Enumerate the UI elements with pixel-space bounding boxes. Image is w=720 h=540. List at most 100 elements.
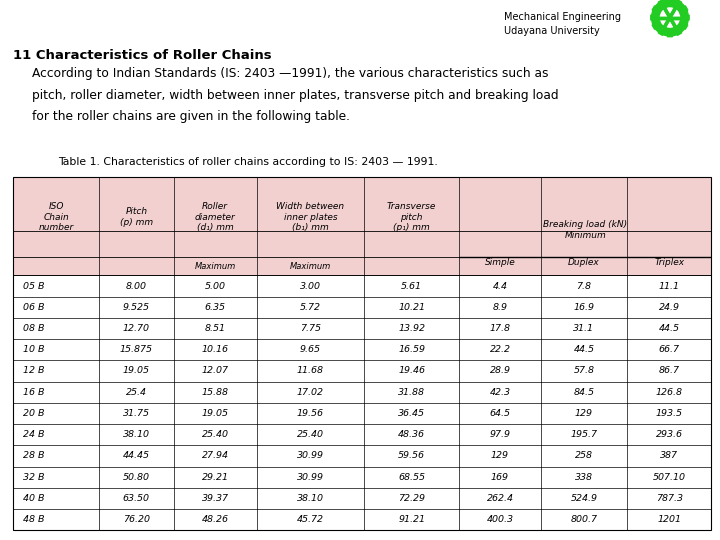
- Text: 800.7: 800.7: [570, 515, 598, 524]
- Text: 19.05: 19.05: [123, 367, 150, 375]
- Text: 338: 338: [575, 472, 593, 482]
- Text: 9.65: 9.65: [300, 345, 321, 354]
- Polygon shape: [658, 28, 665, 36]
- Text: 195.7: 195.7: [570, 430, 598, 439]
- Text: 8.51: 8.51: [204, 324, 226, 333]
- Text: Transverse
pitch
(p₁) mm: Transverse pitch (p₁) mm: [387, 202, 436, 232]
- Text: 16.9: 16.9: [573, 303, 595, 312]
- Circle shape: [660, 8, 680, 27]
- Text: 48 B: 48 B: [23, 515, 45, 524]
- Text: 97.9: 97.9: [490, 430, 510, 439]
- Text: 91.21: 91.21: [398, 515, 425, 524]
- Polygon shape: [680, 6, 688, 13]
- Text: 38.10: 38.10: [297, 494, 324, 503]
- Text: 38.10: 38.10: [123, 430, 150, 439]
- Text: 129: 129: [575, 409, 593, 418]
- Text: 29.21: 29.21: [202, 472, 229, 482]
- Text: 24.9: 24.9: [659, 303, 680, 312]
- Text: 25.4: 25.4: [126, 388, 147, 397]
- Polygon shape: [652, 6, 660, 13]
- Text: Pitch
(p) mm: Pitch (p) mm: [120, 207, 153, 227]
- Polygon shape: [683, 15, 689, 20]
- Text: 6.35: 6.35: [204, 303, 226, 312]
- Text: 15.875: 15.875: [120, 345, 153, 354]
- Text: 44.5: 44.5: [659, 324, 680, 333]
- Text: 32 B: 32 B: [23, 472, 45, 482]
- Text: 15.88: 15.88: [202, 388, 229, 397]
- Text: 39.37: 39.37: [202, 494, 229, 503]
- Text: 400.3: 400.3: [487, 515, 513, 524]
- Text: 262.4: 262.4: [487, 494, 513, 503]
- Text: 59.56: 59.56: [398, 451, 425, 461]
- Text: 8.00: 8.00: [126, 281, 147, 291]
- Text: 8.9: 8.9: [492, 303, 508, 312]
- Text: 31.88: 31.88: [398, 388, 425, 397]
- Text: 06 B: 06 B: [23, 303, 45, 312]
- Text: 7.75: 7.75: [300, 324, 321, 333]
- Text: Breaking load (kN)
Minimum: Breaking load (kN) Minimum: [543, 220, 627, 240]
- Text: 19.56: 19.56: [297, 409, 324, 418]
- Text: 24 B: 24 B: [23, 430, 45, 439]
- Text: 08 B: 08 B: [23, 324, 45, 333]
- Text: Maximum: Maximum: [194, 262, 236, 271]
- Text: 31.1: 31.1: [573, 324, 595, 333]
- Text: 19.46: 19.46: [398, 367, 425, 375]
- Text: 76.20: 76.20: [123, 515, 150, 524]
- Text: Udayana University: Udayana University: [504, 26, 600, 36]
- Polygon shape: [680, 22, 688, 29]
- Text: 25.40: 25.40: [202, 430, 229, 439]
- Text: 3.00: 3.00: [300, 281, 321, 291]
- Text: 13.92: 13.92: [398, 324, 425, 333]
- Text: 12 B: 12 B: [23, 367, 45, 375]
- Text: Duplex: Duplex: [568, 258, 600, 267]
- Text: 258: 258: [575, 451, 593, 461]
- Text: 36.45: 36.45: [398, 409, 425, 418]
- Text: 05 B: 05 B: [23, 281, 45, 291]
- Text: 524.9: 524.9: [570, 494, 598, 503]
- Text: Simple: Simple: [485, 258, 516, 267]
- Text: 10.21: 10.21: [398, 303, 425, 312]
- Text: 28 B: 28 B: [23, 451, 45, 461]
- Text: 11.1: 11.1: [659, 281, 680, 291]
- Text: 31.75: 31.75: [123, 409, 150, 418]
- Text: Width between
inner plates
(b₁) mm: Width between inner plates (b₁) mm: [276, 202, 345, 232]
- Text: Triplex: Triplex: [654, 258, 684, 267]
- Text: Maximum: Maximum: [290, 262, 331, 271]
- Circle shape: [652, 0, 688, 36]
- Text: 86.7: 86.7: [659, 367, 680, 375]
- Text: 19.05: 19.05: [202, 409, 229, 418]
- Text: 193.5: 193.5: [656, 409, 683, 418]
- Text: 169: 169: [491, 472, 509, 482]
- Text: 16.59: 16.59: [398, 345, 425, 354]
- Text: 12.70: 12.70: [123, 324, 150, 333]
- Text: 17.8: 17.8: [490, 324, 510, 333]
- Text: 50.80: 50.80: [123, 472, 150, 482]
- Text: 5.61: 5.61: [401, 281, 422, 291]
- Polygon shape: [667, 30, 672, 37]
- Text: 72.29: 72.29: [398, 494, 425, 503]
- Text: 4.4: 4.4: [492, 281, 508, 291]
- Text: 129: 129: [491, 451, 509, 461]
- Text: 10.16: 10.16: [202, 345, 229, 354]
- Text: 84.5: 84.5: [573, 388, 595, 397]
- Text: pitch, roller diameter, width between inner plates, transverse pitch and breakin: pitch, roller diameter, width between in…: [32, 89, 559, 102]
- Text: 17.02: 17.02: [297, 388, 324, 397]
- Text: for the roller chains are given in the following table.: for the roller chains are given in the f…: [32, 110, 351, 123]
- Polygon shape: [651, 15, 657, 20]
- Text: 25.40: 25.40: [297, 430, 324, 439]
- Text: According to Indian Standards (IS: 2403 —1991), the various characteristics such: According to Indian Standards (IS: 2403 …: [32, 67, 549, 80]
- Text: 44.45: 44.45: [123, 451, 150, 461]
- Text: 5.00: 5.00: [204, 281, 226, 291]
- Text: 7.8: 7.8: [577, 281, 591, 291]
- Text: 48.36: 48.36: [398, 430, 425, 439]
- Polygon shape: [658, 0, 665, 8]
- Text: 387: 387: [660, 451, 678, 461]
- Text: 126.8: 126.8: [656, 388, 683, 397]
- Text: 40 B: 40 B: [23, 494, 45, 503]
- Text: 1201: 1201: [657, 515, 681, 524]
- Text: 42.3: 42.3: [490, 388, 510, 397]
- Text: 9.525: 9.525: [123, 303, 150, 312]
- Text: Table 1. Characteristics of roller chains according to IS: 2403 — 1991.: Table 1. Characteristics of roller chain…: [58, 157, 437, 167]
- Text: 507.10: 507.10: [653, 472, 685, 482]
- Text: ISO
Chain
number: ISO Chain number: [38, 202, 73, 232]
